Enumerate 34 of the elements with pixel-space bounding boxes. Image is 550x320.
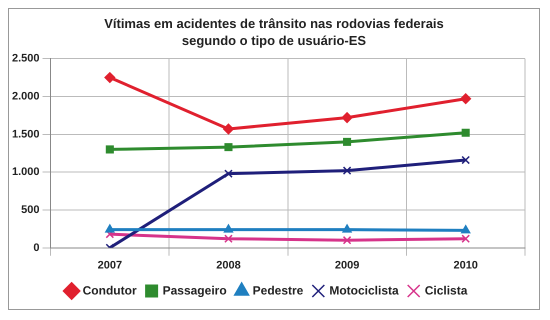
point (224, 234, 233, 244)
point (106, 145, 114, 154)
y-tick-label: 1.000 (12, 166, 40, 178)
y-tick-label: 2.500 (12, 52, 40, 65)
legend-label: Motociclista (329, 283, 400, 298)
y-tick-label: 2.000 (12, 90, 40, 102)
legend-label: Ciclista (424, 283, 468, 298)
point (104, 72, 116, 84)
x-tick-label: 2007 (98, 259, 122, 272)
x-tick-label: 2009 (334, 259, 360, 272)
point (224, 224, 234, 233)
point (461, 234, 470, 244)
chart-title: Vítimas em acidentes de trânsito nas rodovias federais segundo o tipo de usuário-ES (103, 15, 445, 49)
point (224, 169, 233, 178)
point (342, 112, 353, 124)
y-tick-label: 0 (33, 242, 40, 254)
y-tick-label: 500 (21, 204, 40, 216)
y-tick-label: 1.500 (12, 128, 40, 140)
legend-label: Pedestre (252, 283, 304, 298)
point (342, 166, 352, 175)
point (342, 236, 352, 245)
point (222, 123, 234, 134)
point (460, 93, 472, 104)
x-tick-label: 2010 (453, 259, 478, 272)
point (343, 138, 352, 146)
point (460, 224, 471, 234)
point (342, 224, 352, 233)
x-tick-label: 2008 (216, 259, 241, 272)
point (462, 128, 470, 137)
point (224, 143, 232, 152)
legend-label: Passageiro (162, 283, 227, 298)
point (461, 156, 470, 164)
legend-label: Condutor (82, 283, 137, 298)
point (105, 224, 115, 233)
